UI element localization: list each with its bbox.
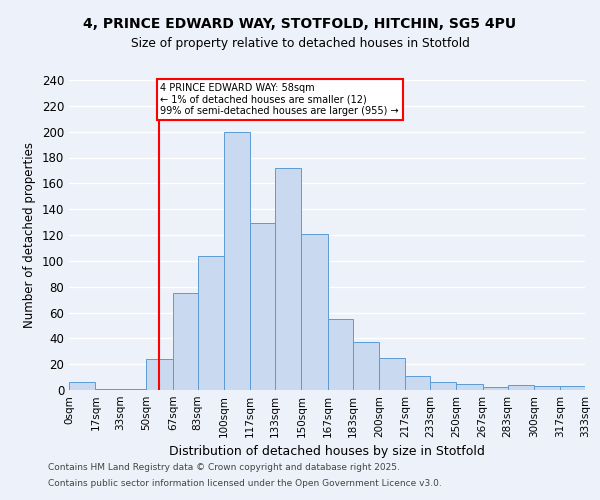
- Bar: [146, 359, 173, 390]
- Bar: [457, 384, 483, 390]
- Bar: [560, 386, 585, 390]
- Text: Contains public sector information licensed under the Open Government Licence v3: Contains public sector information licen…: [48, 478, 442, 488]
- X-axis label: Distribution of detached houses by size in Stotfold: Distribution of detached houses by size …: [169, 446, 485, 458]
- Bar: [353, 342, 379, 390]
- Text: Size of property relative to detached houses in Stotfold: Size of property relative to detached ho…: [131, 38, 469, 51]
- Bar: [430, 382, 457, 390]
- Text: Contains HM Land Registry data © Crown copyright and database right 2025.: Contains HM Land Registry data © Crown c…: [48, 464, 400, 472]
- Bar: [275, 168, 301, 390]
- Bar: [173, 293, 197, 390]
- Bar: [534, 386, 560, 390]
- Y-axis label: Number of detached properties: Number of detached properties: [23, 142, 36, 328]
- Bar: [301, 234, 328, 390]
- Bar: [120, 388, 146, 390]
- Bar: [224, 132, 250, 390]
- Bar: [405, 376, 430, 390]
- Bar: [69, 382, 95, 390]
- Bar: [95, 388, 120, 390]
- Text: 4, PRINCE EDWARD WAY, STOTFOLD, HITCHIN, SG5 4PU: 4, PRINCE EDWARD WAY, STOTFOLD, HITCHIN,…: [83, 18, 517, 32]
- Bar: [379, 358, 405, 390]
- Text: 4 PRINCE EDWARD WAY: 58sqm
← 1% of detached houses are smaller (12)
99% of semi-: 4 PRINCE EDWARD WAY: 58sqm ← 1% of detac…: [160, 82, 399, 116]
- Bar: [250, 224, 275, 390]
- Bar: [328, 319, 353, 390]
- Bar: [197, 256, 224, 390]
- Bar: [508, 385, 534, 390]
- Bar: [483, 388, 508, 390]
